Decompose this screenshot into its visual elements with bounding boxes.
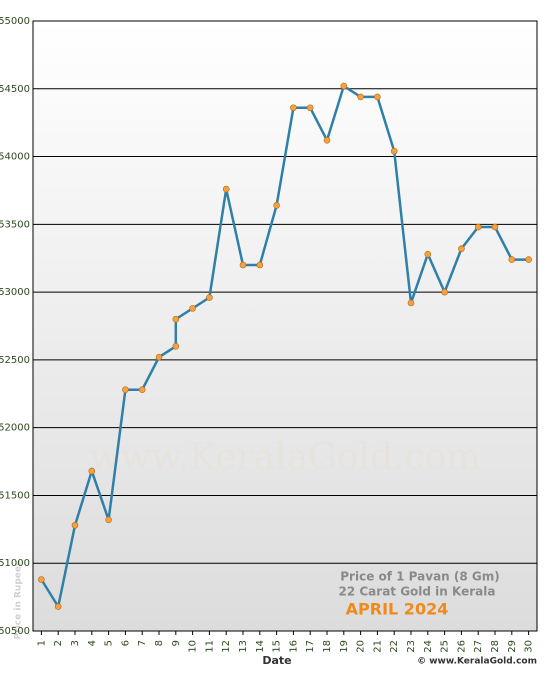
point	[525, 256, 532, 263]
x-tick-label: 25	[440, 640, 451, 653]
x-tick-label: 5	[104, 640, 115, 646]
point	[273, 202, 280, 209]
point	[172, 343, 180, 350]
point	[155, 353, 163, 361]
point	[122, 386, 129, 394]
x-tick-label: 2	[53, 640, 64, 646]
plot-area	[33, 21, 537, 631]
x-tick-label: 4	[87, 640, 98, 646]
x-tick-label: 3	[70, 640, 81, 646]
x-tick-label: 9	[171, 640, 182, 646]
point	[38, 576, 45, 583]
y-tick-label: 52500	[0, 355, 30, 366]
y-axis-label: Price in Rupees	[14, 561, 24, 640]
y-tick-label: 50500	[0, 626, 30, 637]
x-tick-label: 26	[456, 640, 467, 653]
point	[424, 250, 432, 258]
annotation: Price of 1 Pavan (8 Gm)	[340, 570, 500, 584]
point	[222, 185, 230, 193]
point	[491, 223, 499, 231]
y-tick-label: 51000	[0, 558, 30, 569]
point	[54, 603, 62, 610]
point	[306, 104, 314, 112]
x-tick-label: 12	[221, 640, 232, 653]
x-tick-label: 18	[322, 640, 333, 653]
point	[88, 467, 96, 475]
x-tick-label: 24	[423, 640, 434, 653]
point	[390, 147, 398, 155]
point	[138, 386, 146, 394]
y-tick-label: 53000	[0, 287, 30, 298]
x-tick-label: 6	[120, 640, 131, 646]
chart-title: APRIL 2024	[346, 600, 449, 619]
point	[206, 294, 213, 301]
point	[256, 261, 264, 269]
annotation: 22 Carat Gold in Kerala	[339, 585, 496, 599]
x-tick-label: 1	[36, 640, 47, 646]
x-tick-label: 8	[154, 640, 165, 646]
y-tick-label: 53500	[0, 219, 30, 230]
y-tick-label: 55000	[0, 16, 30, 27]
x-tick-label: 15	[272, 640, 283, 653]
point	[458, 245, 465, 253]
x-tick-label: 22	[389, 640, 400, 653]
x-tick-label: 28	[490, 640, 501, 653]
x-tick-label: 19	[339, 640, 350, 653]
point	[407, 299, 415, 307]
point	[508, 256, 516, 263]
point	[290, 104, 297, 112]
point	[323, 136, 331, 144]
x-tick-label: 17	[305, 640, 316, 653]
y-tick-label: 54000	[0, 152, 30, 163]
y-tick-label: 52000	[0, 423, 30, 434]
point	[189, 305, 196, 312]
watermark: www.KeralaGold.com	[90, 437, 481, 478]
x-tick-label: 29	[507, 640, 518, 653]
x-tick-label: 11	[204, 640, 215, 653]
y-tick-label: 54500	[0, 84, 30, 95]
x-tick-label: 7	[137, 640, 148, 646]
point	[474, 223, 482, 231]
point	[239, 261, 247, 269]
x-tick-label: 10	[188, 640, 199, 653]
point	[105, 516, 112, 524]
x-tick-label: 13	[238, 640, 249, 653]
point	[71, 521, 79, 529]
point	[374, 93, 381, 101]
x-tick-label: 23	[406, 640, 417, 653]
x-tick-label: 16	[288, 640, 299, 653]
y-tick-label: 51500	[0, 490, 30, 501]
x-tick-label: 14	[255, 640, 266, 653]
copyright: © www.KeralaGold.com	[417, 657, 537, 667]
point	[172, 315, 180, 323]
x-axis-label: Date	[262, 654, 291, 667]
x-tick-label: 30	[524, 640, 535, 653]
x-tick-label: 20	[356, 640, 367, 653]
point	[357, 93, 364, 101]
x-tick-label: 21	[372, 640, 383, 653]
point	[340, 82, 348, 90]
point	[441, 288, 448, 296]
x-tick-label: 27	[473, 640, 484, 653]
plot-border	[32, 20, 538, 632]
